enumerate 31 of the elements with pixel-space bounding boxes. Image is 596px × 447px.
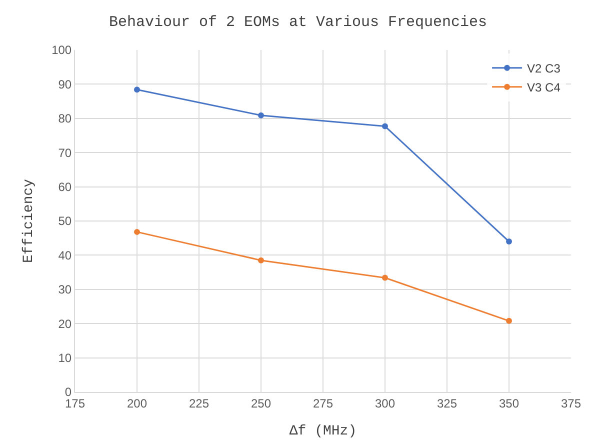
point: [382, 274, 388, 281]
x-tick-label: 275: [312, 396, 334, 410]
x-tick-label: 250: [250, 396, 272, 410]
x-tick-label: 350: [498, 396, 520, 410]
x-tick-label: 200: [126, 396, 148, 410]
legend-label: V2 C3: [527, 62, 561, 76]
point: [134, 86, 140, 93]
x-tick-label: 375: [560, 396, 582, 410]
legend-label: V3 C4: [527, 80, 561, 95]
y-tick-label: 70: [58, 146, 72, 160]
y-tick-label: 90: [58, 77, 72, 92]
point: [258, 112, 264, 118]
point: [382, 123, 388, 130]
y-tick-label: 10: [58, 351, 72, 365]
y-axis-title: Efficiency: [21, 178, 38, 264]
point: [506, 238, 512, 245]
y-tick-label: 30: [58, 282, 72, 297]
y-tick-label: 20: [58, 316, 72, 331]
x-tick-label: 325: [436, 396, 458, 410]
chart-title: Behaviour of 2 EOMs at Various Frequencies: [108, 14, 488, 32]
x-axis-title: Δf (MHz): [289, 424, 357, 440]
x-tick-label: 300: [374, 396, 396, 410]
y-tick-label: 80: [58, 112, 72, 126]
x-tick-label: 225: [188, 396, 210, 410]
y-tick-label: 60: [58, 180, 72, 194]
point: [258, 257, 264, 264]
y-tick-label: 50: [58, 214, 72, 228]
point: [134, 228, 140, 235]
y-tick-label: 40: [58, 248, 72, 262]
y-tick-label: 100: [52, 43, 72, 58]
point: [506, 318, 512, 324]
